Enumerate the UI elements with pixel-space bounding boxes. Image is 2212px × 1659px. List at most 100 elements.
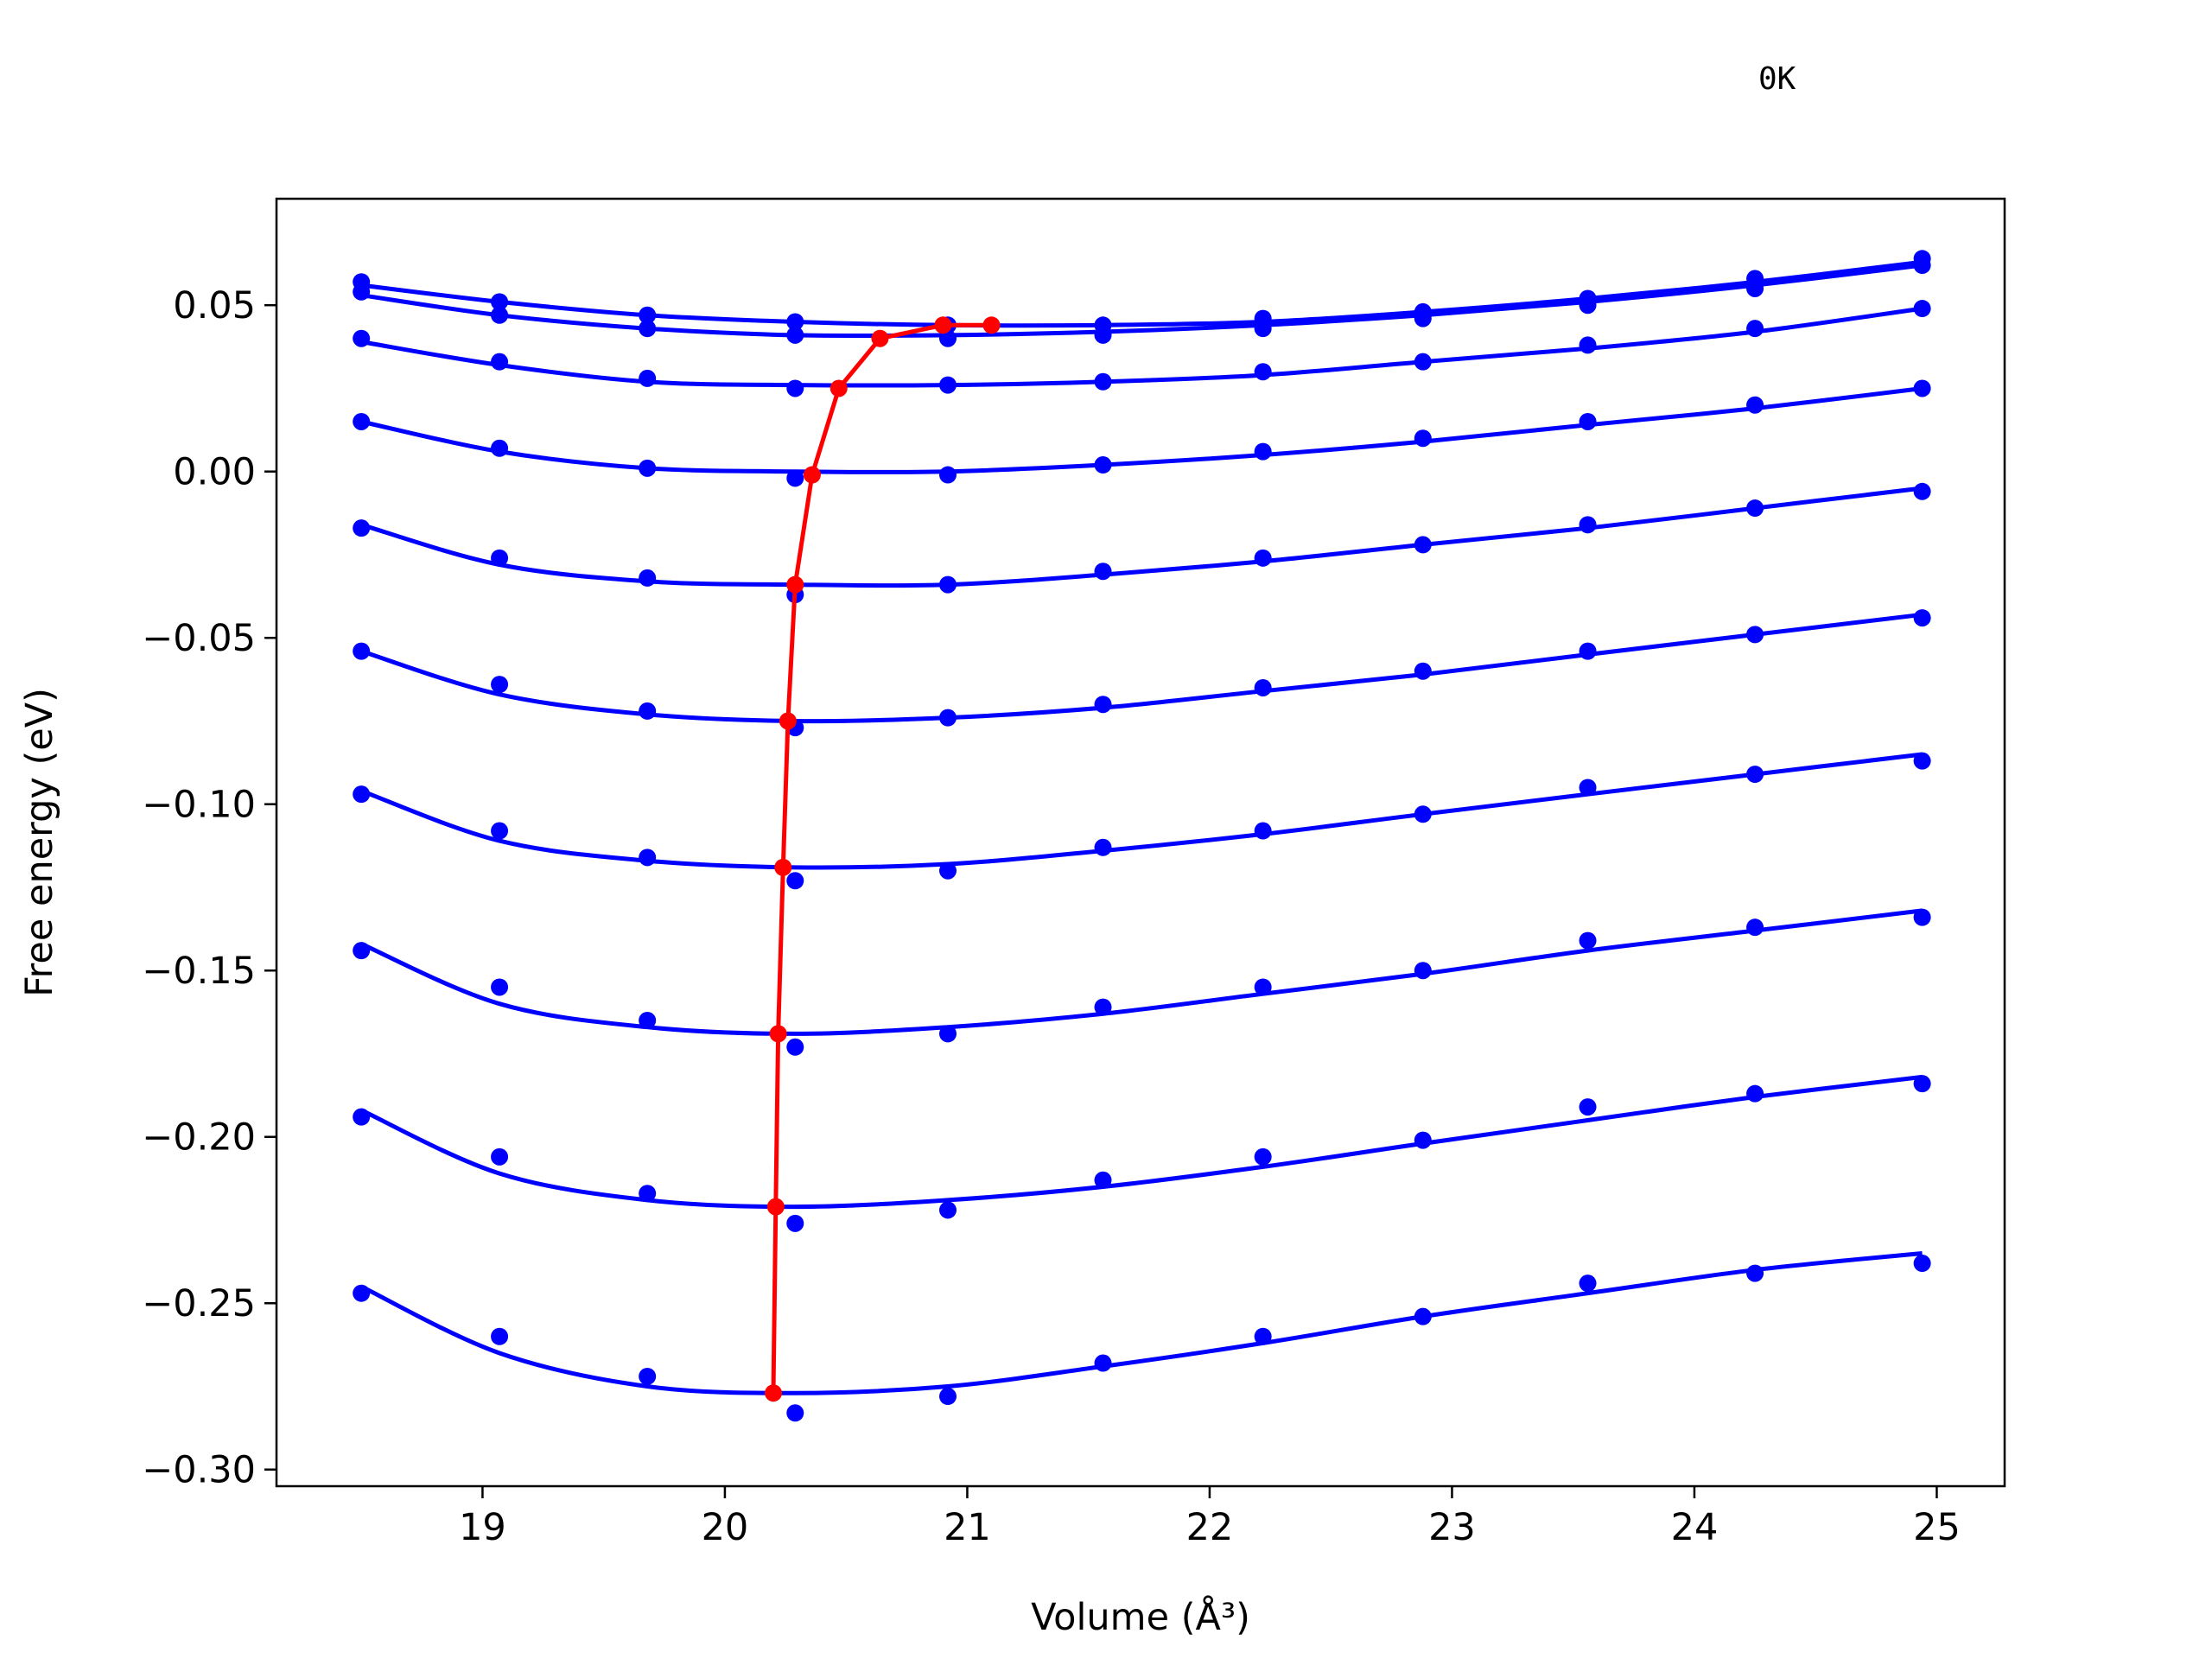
data-point <box>938 1025 957 1043</box>
data-point <box>1414 1131 1432 1149</box>
data-point <box>1913 300 1931 318</box>
data-point <box>491 306 509 324</box>
data-point <box>938 575 957 594</box>
data-point <box>1254 678 1272 696</box>
data-point <box>1094 1171 1112 1189</box>
data-point <box>1579 1098 1597 1116</box>
data-point <box>1254 363 1272 381</box>
data-point <box>491 439 509 457</box>
data-point <box>1746 270 1764 288</box>
data-point <box>1579 779 1597 797</box>
data-point <box>353 412 371 430</box>
y-tick-label: −0.30 <box>142 1449 256 1492</box>
data-point <box>639 1367 657 1385</box>
data-point <box>1414 962 1432 980</box>
data-point <box>1414 1307 1432 1325</box>
data-point <box>1746 499 1764 518</box>
data-point <box>353 329 371 347</box>
x-tick-label: 21 <box>944 1506 991 1549</box>
y-tick-label: −0.15 <box>142 950 256 993</box>
data-point <box>353 785 371 804</box>
minimum-point <box>871 329 889 347</box>
data-point <box>1746 1084 1764 1103</box>
data-point <box>1913 482 1931 500</box>
data-point <box>938 861 957 880</box>
minimum-point <box>774 858 792 876</box>
data-point <box>639 306 657 324</box>
minimum-point <box>769 1025 787 1043</box>
data-point <box>1094 998 1112 1016</box>
data-point <box>491 978 509 996</box>
data-point <box>786 313 804 331</box>
minimum-point <box>766 1198 785 1216</box>
x-tick-label: 23 <box>1428 1506 1476 1549</box>
y-tick-label: −0.05 <box>142 617 256 660</box>
data-point <box>491 353 509 371</box>
data-point <box>1746 1264 1764 1282</box>
y-tick-label: 0.05 <box>173 284 256 327</box>
data-point <box>1254 978 1272 996</box>
data-point <box>353 273 371 291</box>
data-point <box>639 702 657 720</box>
data-point <box>1094 372 1112 391</box>
data-points <box>353 250 1931 1422</box>
data-point <box>1913 1075 1931 1093</box>
y-tick-label: −0.10 <box>142 784 256 827</box>
minimum-point <box>830 379 848 397</box>
data-point <box>639 1185 657 1203</box>
data-point <box>786 1404 804 1422</box>
data-point <box>491 822 509 840</box>
data-point <box>786 872 804 890</box>
data-point <box>1913 908 1931 926</box>
minimum-point <box>786 575 804 594</box>
data-point <box>786 1214 804 1232</box>
data-point <box>1254 1147 1272 1166</box>
data-point <box>1746 766 1764 784</box>
x-axis-label: Volume (Å³) <box>1031 1595 1250 1639</box>
data-point <box>1254 822 1272 840</box>
data-point <box>353 942 371 960</box>
data-point <box>639 459 657 477</box>
data-point <box>639 320 657 338</box>
data-point <box>1913 379 1931 397</box>
x-tick-label: 20 <box>702 1506 749 1549</box>
data-point <box>938 329 957 347</box>
x-tick-label: 19 <box>459 1506 506 1549</box>
data-point <box>353 642 371 660</box>
data-point <box>1094 563 1112 581</box>
data-point <box>353 1108 371 1126</box>
data-point <box>491 1147 509 1166</box>
plot-frame <box>275 197 2006 1488</box>
data-point <box>1414 353 1432 371</box>
data-point <box>1579 931 1597 950</box>
data-point <box>938 466 957 484</box>
data-point <box>1414 805 1432 823</box>
data-point <box>639 569 657 587</box>
data-point <box>1913 250 1931 268</box>
data-point <box>1579 516 1597 534</box>
data-point <box>1414 429 1432 448</box>
data-point <box>1414 536 1432 554</box>
data-point <box>1579 1274 1597 1293</box>
minimum-point <box>934 316 952 334</box>
data-point <box>491 293 509 311</box>
minimum-point <box>982 316 1001 334</box>
minimum-curve <box>765 316 1001 1402</box>
x-axis-ticks: 19 20 21 22 23 24 25 <box>459 1486 1961 1549</box>
data-point <box>938 1201 957 1219</box>
data-point <box>1254 549 1272 567</box>
data-point <box>1579 642 1597 660</box>
y-axis-ticks: 0.05 0.00 −0.05 −0.10 −0.15 −0.20 −0.25 −0.30 <box>142 284 276 1492</box>
minimum-point <box>803 466 821 484</box>
data-point <box>1094 838 1112 856</box>
data-point <box>786 326 804 344</box>
y-tick-label: 0.00 <box>173 451 256 494</box>
y-axis-label: Free energy (eV) <box>18 688 61 997</box>
data-point <box>1094 1354 1112 1372</box>
x-tick-label: 25 <box>1913 1506 1961 1549</box>
data-point <box>491 1327 509 1345</box>
temperature-annotation: 0K <box>1758 61 1796 97</box>
data-point <box>639 369 657 387</box>
